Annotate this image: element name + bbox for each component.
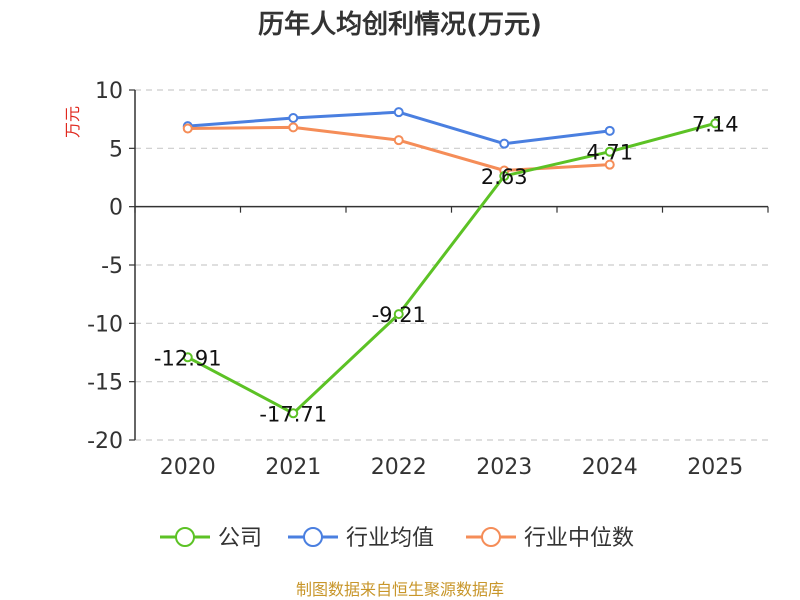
data-label: 4.71 (586, 141, 633, 165)
y-tick-label: 5 (109, 137, 123, 162)
x-tick-label: 2025 (687, 455, 743, 480)
data-point (288, 113, 299, 123)
data-point (288, 408, 299, 419)
legend-swatch-marker (303, 527, 323, 547)
data-labels: -12.91 -17.71 -9.21 2.63 4.71 7.14 (154, 112, 739, 426)
data-label: 2.63 (481, 165, 528, 189)
y-axis-unit-label: 万元 (63, 106, 82, 138)
y-tick-label: 10 (95, 79, 123, 104)
data-label: -9.21 (372, 303, 426, 327)
y-tick-label: -10 (87, 312, 123, 337)
legend-swatch-marker (175, 527, 195, 547)
legend-label: 公司 (218, 526, 262, 551)
x-tick-label: 2021 (265, 455, 321, 480)
legend-label: 行业中位数 (524, 526, 634, 551)
data-label: -17.71 (259, 402, 327, 426)
data-point (393, 135, 404, 146)
source-note: 制图数据来自恒生聚源数据库 (296, 580, 504, 599)
series-lines (182, 107, 721, 419)
data-point (288, 122, 299, 133)
x-tick-label: 2024 (582, 455, 638, 480)
y-tick-label: 0 (109, 196, 123, 221)
data-point (182, 352, 193, 363)
data-point (604, 159, 615, 170)
data-label: 7.14 (692, 112, 739, 136)
gridlines (135, 89, 768, 441)
legend-label: 行业均值 (346, 526, 434, 551)
x-tick-label: 2020 (160, 455, 216, 480)
y-tick-label: -20 (87, 429, 123, 454)
y-tick-label: -15 (87, 371, 123, 396)
x-tick-label: 2023 (476, 455, 532, 480)
data-point (393, 309, 404, 320)
y-tick-label: -5 (101, 254, 123, 279)
legend-swatch-marker (481, 527, 501, 547)
axes: 10 5 0 -5 -10 -15 -20 2020 2021 2022 2023 2024 2025 (87, 79, 769, 480)
data-point (604, 146, 615, 157)
data-point (499, 170, 510, 181)
data-label: -12.91 (154, 346, 222, 370)
series-line-1 (187, 121, 716, 415)
x-tick-label: 2022 (371, 455, 427, 480)
data-point (710, 118, 721, 129)
legend: 公司 行业均值 行业中位数 (160, 526, 634, 551)
data-point (393, 107, 404, 118)
data-point (499, 138, 510, 149)
data-point (182, 123, 193, 134)
data-point (604, 125, 615, 136)
chart-title: 历年人均创利情况(万元) (258, 9, 542, 40)
